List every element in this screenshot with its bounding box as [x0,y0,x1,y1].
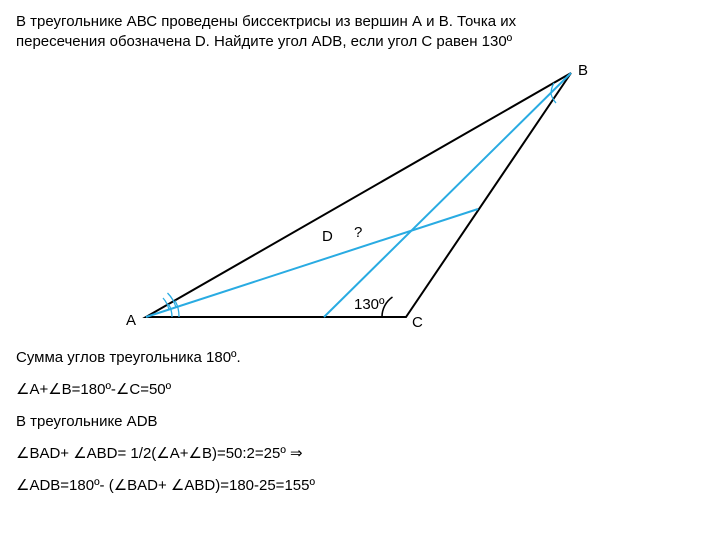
vertex-b-label: B [578,62,588,79]
problem-line-2: пересечения обозначена D. Найдите угол A… [16,33,512,50]
vertex-c-label: C [412,314,423,331]
solution-step-4: ∠BAD+ ∠ABD= 1/2(∠A+∠B)=50:2=25º ⇒ [16,445,696,463]
vertex-d-label: D [322,228,333,245]
vertex-d-question: ? [354,224,362,241]
vertex-a-label: A [126,312,136,329]
diagram-container: A B C D ? 130º [16,55,696,335]
triangle-abc [146,73,571,317]
problem-line-1: В треугольнике АВС проведены биссектрисы… [16,13,516,30]
solution-step-1: Сумма углов треугольника 180º. [16,349,696,367]
bisector-from-b [324,73,571,317]
solution-step-3: В треугольнике ADB [16,413,696,431]
solution-step-5: ∠ADB=180º- (∠BAD+ ∠ABD)=180-25=155º [16,477,696,495]
bisector-from-a [146,209,478,317]
solution-step-2: ∠A+∠B=180º-∠C=50º [16,381,696,399]
solution-block: Сумма углов треугольника 180º. ∠A+∠B=180… [16,349,696,495]
angle-mark-a-2 [175,300,179,317]
problem-statement: В треугольнике АВС проведены биссектрисы… [16,12,696,53]
angle-c-value: 130º [354,296,385,313]
triangle-diagram: A B C D ? 130º [76,55,636,335]
